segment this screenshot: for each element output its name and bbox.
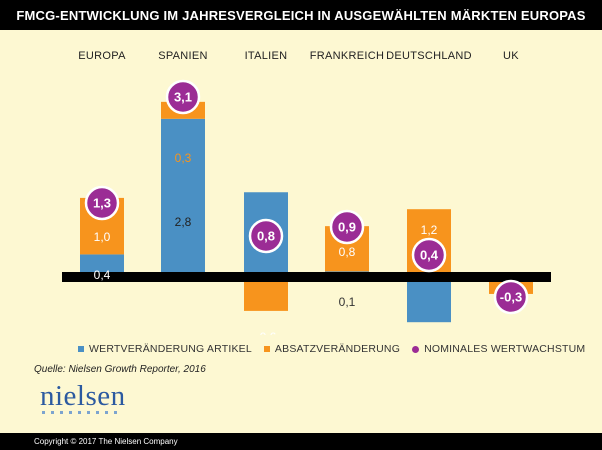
label-absatz: 1,2 xyxy=(421,223,438,237)
label-wertveraenderung: 0,4 xyxy=(94,268,111,282)
logo-wordmark: nielsen xyxy=(40,380,126,412)
bubble-nominal xyxy=(84,185,120,221)
label-nominal: 0,8 xyxy=(257,229,275,244)
label-absatz: 1,0 xyxy=(94,230,111,244)
legend: WERTVERÄNDERUNG ARTIKEL ABSATZVERÄNDERUNG… xyxy=(78,341,598,357)
legend-label: NOMINALES WERTWACHSTUM xyxy=(424,343,586,355)
legend-item: WERTVERÄNDERUNG ARTIKEL xyxy=(78,343,252,355)
chart-title: FMCG-ENTWICKLUNG IM JAHRESVERGLEICH IN A… xyxy=(0,0,602,30)
bubble-nominal xyxy=(411,237,447,273)
label-absatz: 0,8 xyxy=(339,245,356,259)
label-nominal: -0,3 xyxy=(500,290,522,305)
legend-item: ABSATZVERÄNDERUNG xyxy=(263,343,401,355)
category-label: SPANIEN xyxy=(158,50,208,62)
bubble-nominal xyxy=(493,279,529,315)
legend-label: ABSATZVERÄNDERUNG xyxy=(274,343,401,355)
category-label: FRANKREICH xyxy=(310,50,385,62)
label-nominal: 3,1 xyxy=(174,90,192,105)
label-nominal: 1,3 xyxy=(93,196,111,211)
zero-axis-line xyxy=(62,272,551,282)
bubble-nominal xyxy=(165,79,201,115)
bar-absatz xyxy=(244,277,288,311)
legend-swatch xyxy=(263,346,270,352)
bar-wertveraenderung xyxy=(80,254,124,277)
bubble-nominal xyxy=(329,209,365,245)
label-wertveraenderung: 2,8 xyxy=(175,215,192,229)
bar-wertveraenderung xyxy=(407,277,451,323)
category-label: EUROPA xyxy=(78,50,126,62)
legend-swatch xyxy=(78,346,84,352)
category-label: UK xyxy=(503,50,519,62)
source-note: Quelle: Nielsen Growth Reporter, 2016 xyxy=(34,364,206,375)
label-absatz: -0,6 xyxy=(256,330,277,335)
legend-swatch xyxy=(412,345,420,353)
bar-wertveraenderung xyxy=(161,118,205,277)
label-wertveraenderung: 0,1 xyxy=(339,295,356,309)
category-label: DEUTSCHLAND xyxy=(386,50,472,62)
nielsen-logo: nielsen xyxy=(40,382,130,416)
label-absatz: 0,3 xyxy=(175,151,192,165)
bubble-nominal xyxy=(248,218,284,254)
legend-label: WERTVERÄNDERUNG ARTIKEL xyxy=(89,343,252,355)
logo-dots xyxy=(42,411,130,414)
label-nominal: 0,9 xyxy=(338,220,356,235)
legend-item: NOMINALES WERTWACHSTUM xyxy=(412,343,585,355)
copyright-footer: Copyright © 2017 The Nielsen Company xyxy=(0,433,602,450)
label-nominal: 0,4 xyxy=(420,248,439,263)
category-label: ITALIEN xyxy=(245,50,288,62)
chart-canvas: EUROPA SPANIEN ITALIEN FRANKREICH DEUTSCHLAN… xyxy=(62,50,551,335)
